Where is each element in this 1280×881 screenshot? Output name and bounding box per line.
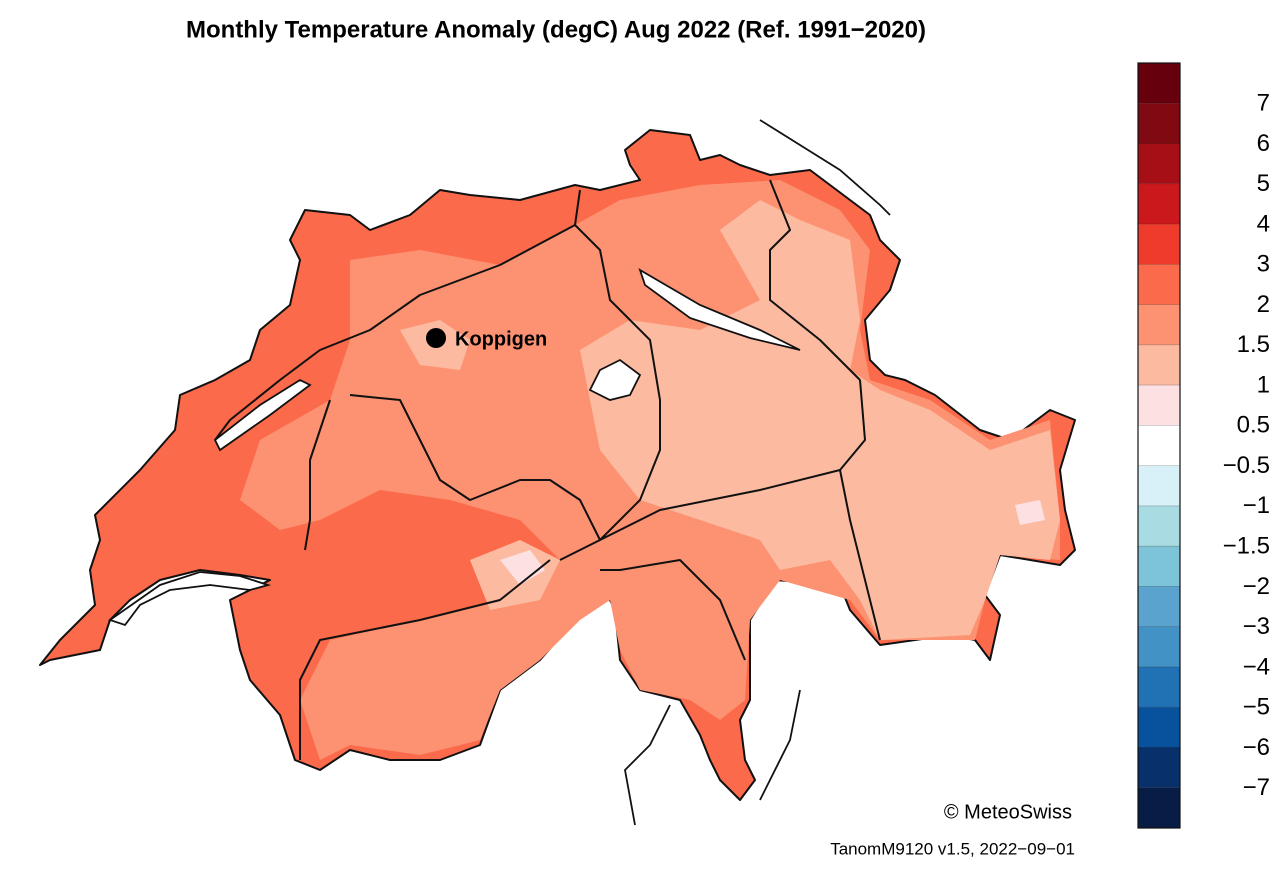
lake: [624, 119, 891, 826]
lake: [588, 358, 642, 401]
legend-tick-label: −3: [1243, 613, 1270, 640]
legend-tick-label: 0.5: [1237, 412, 1270, 439]
legend-tick-label: −7: [1243, 774, 1270, 801]
legend-tick-label: 6: [1257, 130, 1270, 157]
legend-swatch: [1138, 747, 1180, 788]
legend-tick-label: 1: [1257, 371, 1270, 398]
legend-swatch: [1138, 707, 1180, 748]
legend-swatch: [1138, 425, 1180, 466]
anomaly-zone: [580, 200, 1060, 640]
legend-tick-label: 1.5: [1237, 331, 1270, 358]
legend-swatch: [1138, 465, 1180, 506]
legend-tick-label: −1: [1243, 492, 1270, 519]
legend-tick-label: −5: [1243, 694, 1270, 721]
map-title: Monthly Temperature Anomaly (degC) Aug 2…: [186, 16, 926, 43]
legend-swatch: [1138, 183, 1180, 225]
legend-swatch: [1138, 666, 1180, 708]
legend-tick-label: −1.5: [1223, 533, 1270, 560]
legend-frame: [1137, 62, 1181, 829]
color-legend: 7 6 5 4 3 2 1.5 1 0.5 −0.5 −1 −1.5 −2 −3 −4 −5 −6 −7: [1137, 62, 1270, 829]
legend-tick-label: −2: [1243, 573, 1270, 600]
station-marker: [426, 328, 446, 348]
switzerland-map: Koppigen: [39, 119, 1076, 826]
legend-tick-label: 4: [1257, 210, 1270, 237]
credit: © MeteoSwiss: [944, 801, 1072, 823]
lake: [638, 268, 801, 351]
legend-swatch: [1138, 626, 1180, 667]
legend-tick-label: 7: [1257, 90, 1270, 117]
legend-swatch: [1138, 546, 1180, 587]
station-label: Koppigen: [455, 328, 547, 350]
legend-tick-label: −4: [1243, 653, 1270, 680]
anomaly-zone: [400, 320, 560, 610]
legend-tick-label: 5: [1257, 170, 1270, 197]
legend-swatch: [1138, 103, 1180, 144]
lake: [108, 571, 272, 627]
legend-swatch: [1138, 143, 1180, 184]
version-note: TanomM9120 v1.5, 2022−09−01: [830, 839, 1075, 858]
legend-swatch: [1138, 63, 1180, 104]
region-boundary: [214, 179, 881, 760]
legend-tick-label: 2: [1257, 291, 1270, 318]
legend-swatch: [1138, 264, 1180, 305]
legend-swatch: [1138, 505, 1180, 547]
legend-swatch: [1138, 385, 1180, 426]
lake: [213, 378, 312, 452]
legend-tick-label: −6: [1243, 734, 1270, 761]
legend-swatch: [1138, 224, 1180, 265]
legend-swatch: [1138, 586, 1180, 627]
legend-swatch: [1138, 787, 1180, 828]
legend-tick-label: 3: [1257, 251, 1270, 278]
legend-swatch: [1138, 344, 1180, 386]
legend-swatch: [1138, 304, 1180, 345]
legend-tick-label: −0.5: [1223, 452, 1270, 479]
